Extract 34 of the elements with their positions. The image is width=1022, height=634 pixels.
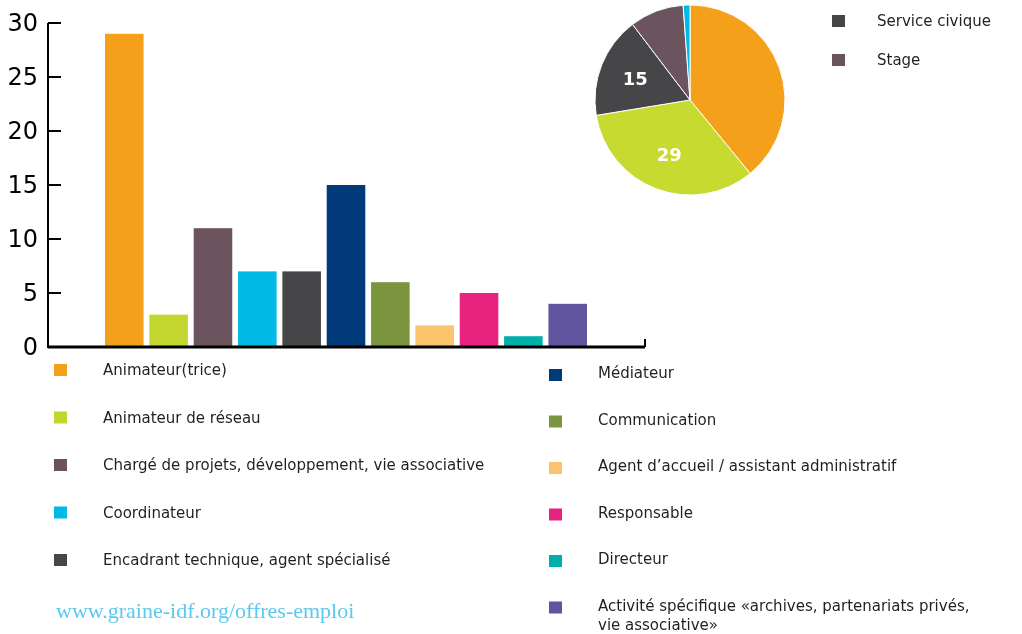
bar — [149, 314, 188, 347]
text: www.graine-idf.org/offres-emploi — [56, 598, 355, 623]
data-label: 29 — [656, 144, 682, 166]
legend-label: Activité spécifique «archives, partenariats privés, vie associative» — [598, 596, 970, 634]
y-tick-label: 5 — [22, 279, 38, 308]
legend-label: Encadrant technique, agent spécialisé — [103, 551, 391, 569]
legend-label: Communication — [598, 410, 717, 429]
bar — [238, 271, 277, 347]
y-tick-label: 25 — [7, 63, 38, 92]
legend-label: Médiateur — [598, 364, 675, 382]
bar — [459, 293, 499, 347]
legend-label: Animateur(trice) — [103, 361, 227, 379]
y-tick-label: 15 — [7, 171, 38, 200]
legend-label: Agent d’accueil / assistant administratif — [598, 457, 898, 475]
bar — [371, 282, 410, 347]
y-tick-label: 30 — [7, 9, 38, 38]
bar — [415, 325, 454, 347]
y-tick-label: 10 — [7, 225, 38, 254]
bar — [504, 336, 543, 347]
legend-label: Directeur — [598, 550, 669, 568]
legend-label: Chargé de projets, développement, vie associative — [103, 456, 485, 474]
bar — [105, 33, 144, 347]
y-tick-label: 0 — [22, 333, 38, 362]
data-label: 15 — [622, 67, 648, 89]
bar — [326, 185, 366, 347]
bar — [193, 228, 233, 347]
y-tick-label: 20 — [7, 117, 38, 146]
legend-label: Coordinateur — [103, 503, 202, 522]
bar — [282, 271, 321, 347]
legend-label: Responsable — [598, 503, 693, 522]
legend-label: Service civique — [877, 12, 991, 30]
legend-label: Animateur de réseau — [103, 408, 261, 427]
bar — [548, 303, 587, 347]
legend-label: Stage — [877, 51, 921, 69]
